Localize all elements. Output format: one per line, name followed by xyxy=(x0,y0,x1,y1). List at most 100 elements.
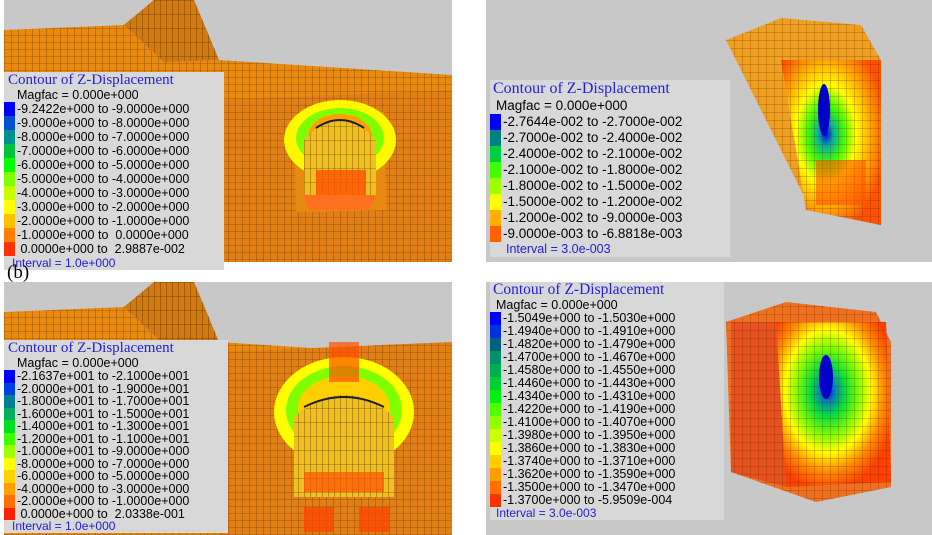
legend-row: -9.0000e-003 to -6.8818e-003 xyxy=(490,226,730,242)
legend-row-label: -1.8000e+001 to -1.7000e+001 xyxy=(17,394,190,408)
legend-swatch xyxy=(4,172,15,186)
legend-row-label: -9.0000e+000 to -8.0000e+000 xyxy=(17,116,190,130)
legend-swatch xyxy=(490,442,501,455)
legend-row: -1.4220e+000 to -1.4190e+000 xyxy=(490,403,724,416)
legend-row: -8.0000e+000 to -7.0000e+000 xyxy=(4,130,224,144)
legend-row-label: -2.1000e-002 to -1.8000e-002 xyxy=(503,162,683,177)
legend-row: -2.1637e+001 to -2.1000e+001 xyxy=(4,370,228,383)
legend-row-label: -6.0000e+000 to -5.0000e+000 xyxy=(17,158,190,172)
legend-magfac: Magfac = 0.000e+000 xyxy=(496,298,618,312)
legend-row-label: -2.7644e-002 to -2.7000e-002 xyxy=(503,114,683,129)
legend-swatch xyxy=(490,146,501,162)
legend-row: -5.0000e+000 to -4.0000e+000 xyxy=(4,172,224,186)
legend-swatch xyxy=(4,420,15,433)
legend-row-label: -1.3980e+000 to -1.3950e+000 xyxy=(503,428,676,442)
legend-row-label: 0.0000e+000 to 2.0338e-001 xyxy=(17,506,185,521)
legend-row-label: -2.0000e+001 to -1.9000e+001 xyxy=(17,381,190,396)
legend-swatch xyxy=(4,470,15,483)
legend-row: -1.5049e+000 to -1.5030e+000 xyxy=(490,312,724,325)
legend-top-right: Contour of Z-Displacement Magfac = 0.000… xyxy=(490,80,730,257)
legend-row-label: -9.0000e-003 to -6.8818e-003 xyxy=(503,226,683,241)
legend-swatch xyxy=(4,382,15,395)
legend-row-label: -1.3860e+000 to -1.3830e+000 xyxy=(503,441,676,455)
legend-swatch xyxy=(490,364,501,377)
legend-row: -6.0000e+000 to -5.0000e+000 xyxy=(4,470,228,483)
legend-row: -2.0000e+000 to -1.0000e+000 xyxy=(4,495,228,508)
legend-row-label: -5.0000e+000 to -4.0000e+000 xyxy=(17,172,190,186)
legend-row: 0.0000e+000 to 2.0338e-001 xyxy=(4,506,228,521)
legend-swatch xyxy=(490,178,501,194)
legend-row: 0.0000e+000 to 2.9887e-002 xyxy=(4,242,224,256)
legend-row-label: -1.5000e-002 to -1.2000e-002 xyxy=(503,194,683,209)
legend-swatch xyxy=(4,407,15,420)
legend-row-label: -2.1637e+001 to -2.1000e+001 xyxy=(17,369,190,383)
legend-swatch xyxy=(4,495,15,508)
legend-swatch xyxy=(490,390,501,403)
legend-row-label: -4.0000e+000 to -3.0000e+000 xyxy=(17,481,190,496)
legend-row: -1.3620e+000 to -1.3590e+000 xyxy=(490,468,724,481)
legend-row-label: -1.4460e+000 to -1.4430e+000 xyxy=(503,376,676,390)
legend-row: -1.2000e+001 to -1.1000e+001 xyxy=(4,432,228,445)
legend-rows: -2.1637e+001 to -2.1000e+001 -2.0000e+001… xyxy=(4,370,228,520)
legend-row-label: 0.0000e+000 to 2.9887e-002 xyxy=(17,242,185,256)
legend-row: -2.0000e+001 to -1.9000e+001 xyxy=(4,381,228,396)
legend-row: -4.0000e+000 to -3.0000e+000 xyxy=(4,481,228,496)
legend-row-label: -6.0000e+000 to -5.0000e+000 xyxy=(17,469,190,483)
legend-swatch xyxy=(490,338,501,351)
legend-swatch xyxy=(490,210,501,226)
legend-row: -1.4100e+000 to -1.4070e+000 xyxy=(490,416,724,429)
figure-label: (b) xyxy=(7,262,30,283)
legend-interval: Interval = 1.0e+000 xyxy=(12,519,116,533)
legend-swatch xyxy=(490,130,501,146)
legend-row: -9.2422e+000 to -9.0000e+000 xyxy=(4,102,224,116)
legend-magfac: Magfac = 0.000e+000 xyxy=(496,98,628,113)
legend-swatch xyxy=(4,445,15,458)
legend-row-label: -1.5049e+000 to -1.5030e+000 xyxy=(503,311,676,325)
legend-row-label: -3.0000e+000 to -2.0000e+000 xyxy=(17,200,190,214)
legend-swatch xyxy=(4,370,15,383)
legend-row: -1.6000e+001 to -1.5000e+001 xyxy=(4,406,228,421)
legend-swatch xyxy=(490,312,501,325)
legend-row-label: -1.4580e+000 to -1.4550e+000 xyxy=(503,363,676,377)
legend-row: -3.0000e+000 to -2.0000e+000 xyxy=(4,200,224,214)
legend-swatch xyxy=(4,144,15,158)
legend-row: -1.3700e+000 to -5.9509e-004 xyxy=(490,494,724,507)
legend-row: -1.4340e+000 to -1.4310e+000 xyxy=(490,390,724,403)
legend-title: Contour of Z-Displacement xyxy=(8,72,174,88)
legend-swatch xyxy=(490,481,501,494)
legend-swatch xyxy=(490,351,501,364)
legend-row: -2.0000e+000 to -1.0000e+000 xyxy=(4,214,224,228)
legend-row-label: -4.0000e+000 to -3.0000e+000 xyxy=(17,186,190,200)
legend-row-label: -8.0000e+000 to -7.0000e+000 xyxy=(17,130,190,144)
legend-row: -1.4820e+000 to -1.4790e+000 xyxy=(490,338,724,351)
legend-row-label: -1.4220e+000 to -1.4190e+000 xyxy=(503,402,676,416)
legend-bottom-right: Contour of Z-Displacement Magfac = 0.000… xyxy=(490,282,724,520)
legend-row: -7.0000e+000 to -6.0000e+000 xyxy=(4,144,224,158)
legend-row-label: -1.4940e+000 to -1.4910e+000 xyxy=(503,324,676,338)
legend-row-label: -2.0000e+000 to -1.0000e+000 xyxy=(17,494,190,508)
legend-bottom-left: Contour of Z-Displacement Magfac = 0.000… xyxy=(4,340,228,533)
legend-row-label: -2.4000e-002 to -2.1000e-002 xyxy=(503,146,683,161)
tunnel-contour-plot xyxy=(4,0,452,262)
legend-swatch xyxy=(4,507,15,520)
legend-swatch xyxy=(490,226,501,242)
legend-row: -1.3740e+000 to -1.3710e+000 xyxy=(490,455,724,468)
legend-swatch xyxy=(4,186,15,200)
legend-row: -2.7644e-002 to -2.7000e-002 xyxy=(490,114,730,130)
legend-row: -1.3500e+000 to -1.3470e+000 xyxy=(490,481,724,494)
legend-swatch xyxy=(4,116,15,130)
panel-top-left-tunnel-model xyxy=(4,0,452,262)
legend-rows: -1.5049e+000 to -1.5030e+000 -1.4940e+000… xyxy=(490,312,724,507)
legend-row: -1.4000e+001 to -1.3000e+001 xyxy=(4,420,228,433)
legend-swatch xyxy=(4,242,15,256)
legend-row: -1.3860e+000 to -1.3830e+000 xyxy=(490,442,724,455)
legend-row: -1.8000e+001 to -1.7000e+001 xyxy=(4,395,228,408)
legend-row: -1.3980e+000 to -1.3950e+000 xyxy=(490,429,724,442)
legend-row: -8.0000e+000 to -7.0000e+000 xyxy=(4,457,228,470)
legend-swatch xyxy=(4,482,15,495)
legend-row-label: -1.4000e+001 to -1.3000e+001 xyxy=(17,419,190,433)
legend-row: -2.4000e-002 to -2.1000e-002 xyxy=(490,146,730,162)
legend-rows: -9.2422e+000 to -9.0000e+000 -9.0000e+000… xyxy=(4,102,224,256)
legend-row-label: -1.6000e+001 to -1.5000e+001 xyxy=(17,406,190,421)
legend-row-label: -2.0000e+000 to -1.0000e+000 xyxy=(17,214,190,228)
